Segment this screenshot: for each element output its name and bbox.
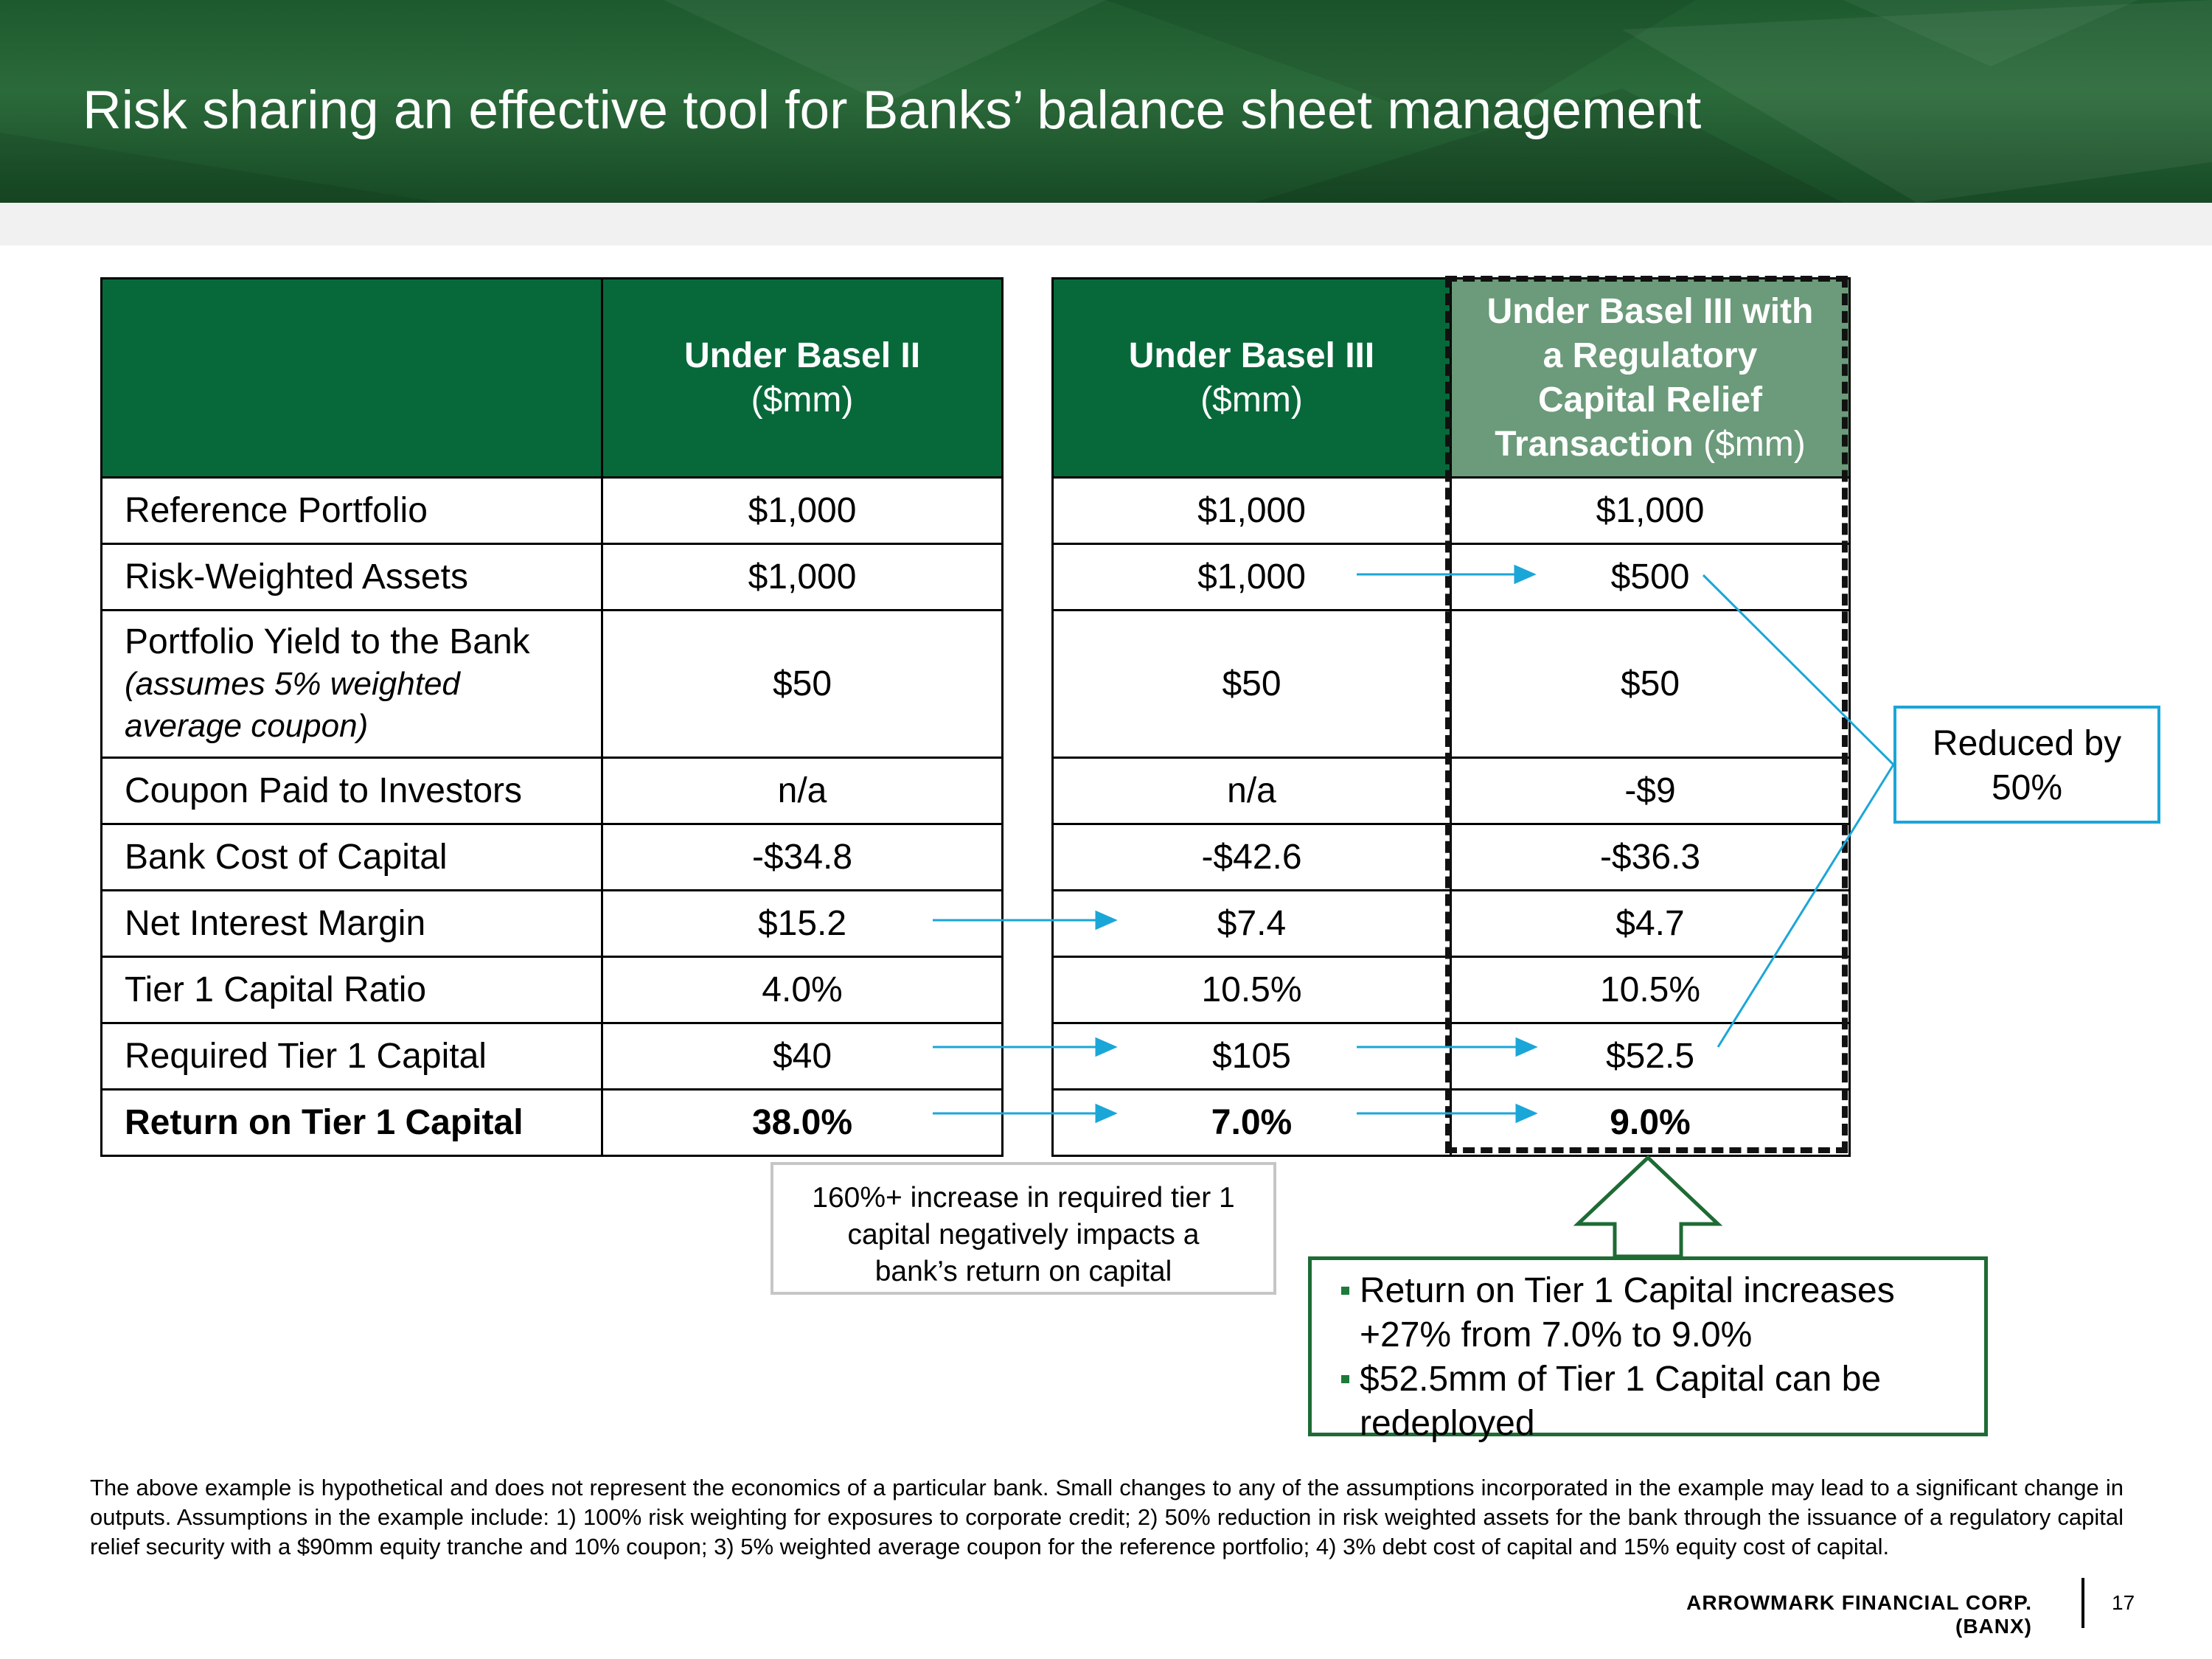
basel2-value: 38.0% — [601, 1088, 1004, 1157]
page-title: Risk sharing an effective tool for Banks… — [83, 80, 1702, 140]
row-label: Reference Portfolio — [100, 476, 603, 545]
row-label: Return on Tier 1 Capital — [100, 1088, 603, 1157]
reduced-callout: Reduced by 50% — [1893, 706, 2160, 824]
basel3-value: 10.5% — [1051, 956, 1452, 1024]
benefit-bullet: $52.5mm of Tier 1 Capital can be redeploy… — [1341, 1357, 1966, 1446]
basel3-value: $50 — [1051, 609, 1452, 759]
basel3-value: n/a — [1051, 757, 1452, 825]
header-background-pattern — [0, 0, 2212, 203]
basel2-value: $50 — [601, 609, 1004, 759]
row-note: (assumes 5% weighted — [125, 665, 460, 702]
basel3-value: $1,000 — [1051, 476, 1452, 545]
basel2-header: Under Basel II ($mm) — [601, 277, 1004, 479]
page-number: 17 — [2112, 1591, 2135, 1614]
header-subband — [0, 203, 2212, 246]
row-label: Portfolio Yield to the Bank (assumes 5% … — [100, 609, 603, 759]
benefit-bullet: Return on Tier 1 Capital increases +27% f… — [1341, 1269, 1966, 1357]
basel2-value: 4.0% — [601, 956, 1004, 1024]
relief-header: Under Basel III with a Regulatory Capita… — [1450, 277, 1851, 479]
row-label: Required Tier 1 Capital — [100, 1022, 603, 1091]
row-note: average coupon) — [125, 707, 369, 744]
basel2-value: $40 — [601, 1022, 1004, 1091]
basel3-table: Under Basel III ($mm) Under Basel III wit… — [1051, 277, 1851, 1157]
row-label: Risk-Weighted Assets — [100, 543, 603, 611]
blank-header-cell — [100, 277, 603, 479]
row-label: Tier 1 Capital Ratio — [100, 956, 603, 1024]
basel2-value: n/a — [601, 757, 1004, 825]
basel2-value: $15.2 — [601, 889, 1004, 958]
basel3-header: Under Basel III ($mm) — [1051, 277, 1452, 479]
relief-value: $1,000 — [1450, 476, 1851, 545]
basel2-table: Under Basel II ($mm) Reference Portfolio $… — [100, 277, 1004, 1157]
bullet-square-icon — [1341, 1375, 1349, 1383]
up-arrow-outline — [1573, 1155, 1723, 1259]
basel3-value: $1,000 — [1051, 543, 1452, 611]
company-name: ARROWMARK FINANCIAL CORP. (BANX) — [1686, 1591, 2032, 1638]
relief-value: 9.0% — [1450, 1088, 1851, 1157]
footer-divider — [2081, 1578, 2084, 1628]
row-label: Net Interest Margin — [100, 889, 603, 958]
basel3-value: -$42.6 — [1051, 823, 1452, 891]
relief-value: $50 — [1450, 609, 1851, 759]
footnote: The above example is hypothetical and do… — [90, 1475, 2124, 1559]
capital-impact-callout: 160%+ increase in required tier 1 capita… — [771, 1162, 1276, 1295]
slide-header: Risk sharing an effective tool for Banks… — [0, 0, 2212, 203]
basel3-value: $7.4 — [1051, 889, 1452, 958]
basel2-value: -$34.8 — [601, 823, 1004, 891]
relief-value: $4.7 — [1450, 889, 1851, 958]
row-label: Coupon Paid to Investors — [100, 757, 603, 825]
relief-value: 10.5% — [1450, 956, 1851, 1024]
relief-value: -$9 — [1450, 757, 1851, 825]
row-label: Bank Cost of Capital — [100, 823, 603, 891]
relief-value: $500 — [1450, 543, 1851, 611]
basel3-value: $105 — [1051, 1022, 1452, 1091]
relief-value: $52.5 — [1450, 1022, 1851, 1091]
relief-value: -$36.3 — [1450, 823, 1851, 891]
bullet-square-icon — [1341, 1287, 1349, 1295]
basel2-value: $1,000 — [601, 476, 1004, 545]
basel2-value: $1,000 — [601, 543, 1004, 611]
basel3-value: 7.0% — [1051, 1088, 1452, 1157]
benefits-callout: Return on Tier 1 Capital increases +27% f… — [1308, 1256, 1988, 1443]
